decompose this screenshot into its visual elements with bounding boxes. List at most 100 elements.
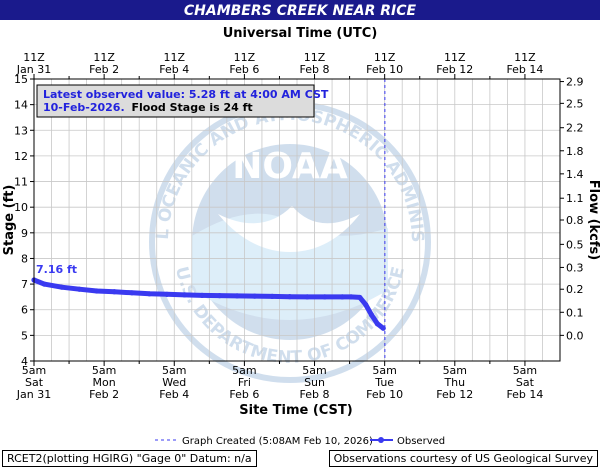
x-top-tick-time: 11Z: [374, 51, 396, 64]
x-bottom-tick-date: Feb 2: [89, 388, 119, 401]
chart-title: CHAMBERS CREEK NEAR RICE: [184, 3, 417, 19]
chart-legend: Graph Created (5:08AM Feb 10, 2026) Obse…: [155, 436, 445, 447]
info-box-date: 10-Feb-2026.: [43, 101, 125, 114]
y-left-tick-label: 9: [21, 227, 28, 240]
watermark-noaa-text: NOAA: [232, 146, 348, 187]
x-top-tick-time: 11Z: [23, 51, 45, 64]
series-point-observed: [181, 292, 188, 298]
series-point-observed: [368, 312, 375, 318]
x-bottom-tick-time: 5am: [372, 364, 396, 377]
y-right-tick-label: 0.5: [566, 238, 584, 251]
x-top-tick-date: Feb 4: [159, 63, 189, 76]
x-bottom-tick-date: Feb 12: [436, 388, 473, 401]
info-box-line1: Latest observed value: 5.28 ft at 4:00 A…: [43, 88, 329, 101]
x-top-tick-date: Feb 12: [436, 63, 473, 76]
x-bottom-tick-day: Sat: [25, 376, 44, 389]
y-left-tick-label: 7: [21, 278, 28, 291]
chart-grid: [34, 78, 560, 362]
x-top-tick-time: 11Z: [444, 51, 466, 64]
x-bottom-tick-date: Feb 8: [300, 388, 330, 401]
x-bottom-tick-day: Fri: [238, 376, 251, 389]
y-left-tick-label: 5: [21, 329, 28, 342]
series-point-observed: [199, 292, 205, 298]
y-left-tick-label: 12: [14, 150, 28, 163]
bird-icon: [218, 206, 360, 252]
x-top-tick-time: 11Z: [304, 51, 326, 64]
x-bottom-tick-date: Feb 6: [229, 388, 259, 401]
y-right-tick-label: 1.4: [566, 168, 584, 181]
series-point-observed: [216, 293, 223, 299]
y-left-axis-title: Stage (ft): [2, 185, 17, 256]
y-left-tick-label: 11: [14, 176, 28, 189]
x-bottom-tick-day: Tue: [374, 376, 394, 389]
series-point-observed: [146, 291, 153, 297]
x-bottom-tick-day: Mon: [93, 376, 116, 389]
x-bottom-tick-time: 5am: [302, 364, 326, 377]
info-box-flood-stage: Flood Stage is 24 ft: [131, 101, 252, 114]
x-bottom-tick-time: 5am: [22, 364, 46, 377]
x-bottom-tick-date: Feb 10: [366, 388, 403, 401]
series-point-observed: [94, 288, 100, 294]
top-axis-title: Universal Time (UTC): [223, 26, 378, 41]
series-point-observed: [129, 290, 135, 296]
series-point-observed: [322, 294, 328, 300]
y-left-tick-label: 4: [21, 355, 28, 368]
series-point-observed: [357, 294, 363, 301]
series-point-observed: [380, 325, 386, 331]
series-point-observed: [269, 293, 275, 299]
x-bottom-tick-time: 5am: [92, 364, 116, 377]
legend-observed-label: Observed: [397, 436, 445, 447]
watermark-wave: [192, 213, 388, 320]
y-right-tick-label: 2.2: [566, 122, 584, 135]
y-left-tick-label: 15: [14, 73, 28, 86]
series-point-observed: [111, 289, 117, 295]
chart-ticks: 4 5 6 7 8 9 10 11 12 13 14 15 0.0 0.1 0.2 0.3 0.5 0.8 1.1 1…: [14, 51, 584, 401]
chart-series: 7.16 ft: [31, 263, 386, 331]
series-point-observed: [41, 281, 47, 287]
series-point-observed: [59, 284, 65, 290]
y-left-tick-label: 13: [14, 124, 28, 137]
y-right-axis-title: Flow (kcfs): [586, 180, 600, 260]
x-bottom-tick-date: Feb 4: [159, 388, 189, 401]
x-bottom-tick-day: Sat: [516, 376, 535, 389]
x-bottom-tick-day: Sun: [304, 376, 325, 389]
series-point-observed: [363, 302, 369, 308]
y-right-tick-label: 0.8: [566, 214, 584, 227]
y-right-tick-label: 0.1: [566, 306, 584, 319]
x-bottom-tick-time: 5am: [443, 364, 467, 377]
x-top-tick-date: Feb 2: [89, 63, 119, 76]
x-bottom-tick-time: 5am: [162, 364, 186, 377]
y-right-tick-label: 0.2: [566, 283, 584, 296]
y-right-tick-label: 0.3: [566, 261, 584, 274]
title-bar: [0, 0, 600, 20]
series-point-observed: [164, 291, 170, 297]
x-top-tick-date: Feb 10: [366, 63, 403, 76]
info-box-line2: 10-Feb-2026. Flood Stage is 24 ft: [43, 101, 253, 114]
x-top-tick-time: 11Z: [93, 51, 115, 64]
legend-created-label: Graph Created (5:08AM Feb 10, 2026): [182, 436, 373, 447]
x-bottom-tick-time: 5am: [232, 364, 256, 377]
y-right-tick-label: 2.9: [566, 76, 584, 89]
y-left-tick-label: 6: [21, 304, 28, 317]
footer-datum: RCET2(plotting HGIRG) "Gage 0" Datum: n/…: [2, 450, 257, 467]
series-point-observed: [287, 294, 293, 300]
x-bottom-tick-date: Jan 31: [16, 388, 51, 401]
y-right-tick-label: 1.8: [566, 145, 584, 158]
noaa-watermark: NOAA NATIONAL OCEANIC AND ATMOSPHERIC AD…: [0, 0, 431, 383]
y-left-tick-label: 8: [21, 252, 28, 265]
x-top-tick-date: Jan 31: [16, 63, 51, 76]
x-top-tick-time: 11Z: [163, 51, 185, 64]
bottom-axis-title: Site Time (CST): [239, 403, 352, 418]
legend-observed-marker: [378, 437, 384, 443]
info-box: [36, 84, 315, 118]
x-top-tick-date: Feb 8: [300, 63, 330, 76]
x-top-tick-time: 11Z: [514, 51, 536, 64]
annotation-first-value: 7.16 ft: [36, 263, 77, 276]
plot-frame: [33, 78, 561, 362]
series-point-observed: [252, 293, 258, 299]
series-point-observed: [304, 294, 310, 300]
y-left-tick-label: 14: [14, 99, 28, 112]
x-top-tick-time: 11Z: [234, 51, 256, 64]
series-point-observed: [234, 293, 240, 299]
